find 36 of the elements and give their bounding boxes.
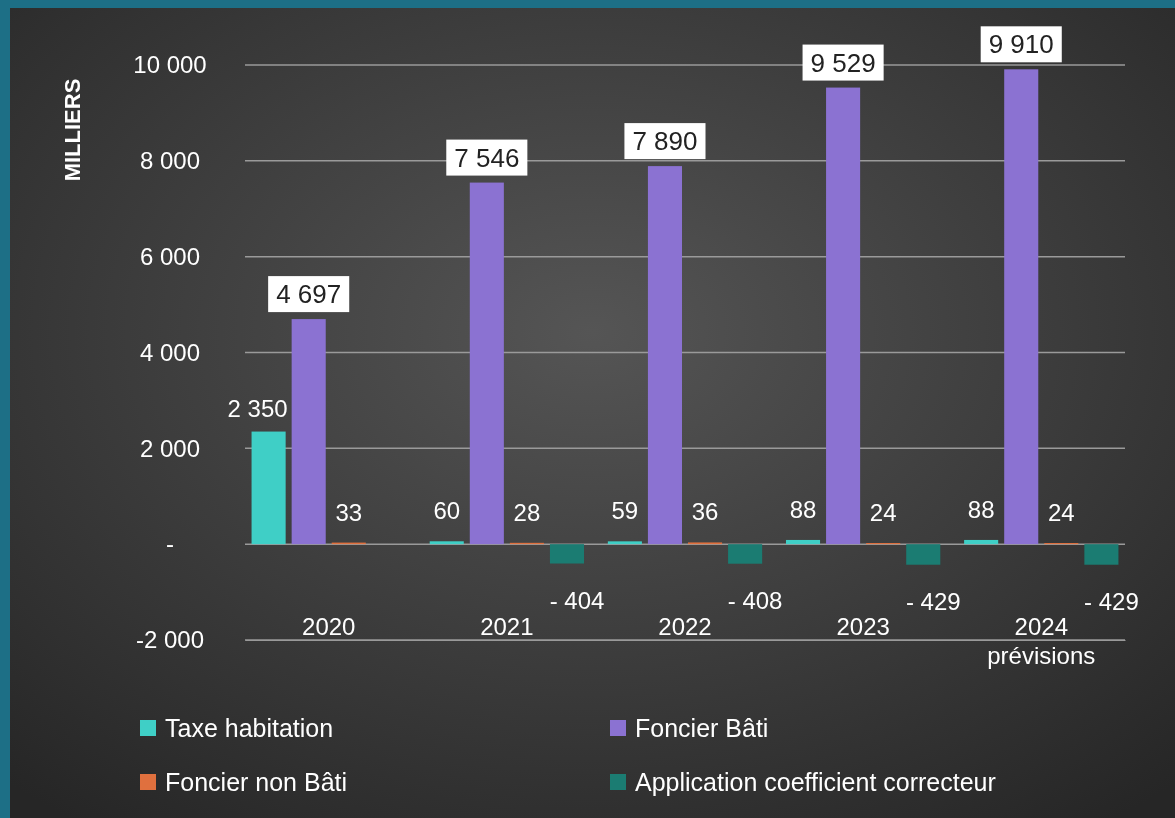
data-label: 60 [433,497,461,525]
x-tick-label: 2024 prévisions [987,613,1096,669]
data-label: - 429 [1084,587,1139,615]
data-label: 33 [335,498,363,526]
data-label: - 404 [549,586,605,614]
data-label: - 429 [905,587,961,615]
data-label: 7 890 [632,126,698,157]
y-tick-label: 2 000 [139,434,201,462]
data-label: 88 [789,495,817,523]
y-tick-label: 6 000 [139,242,201,270]
data-label: 28 [513,498,541,526]
y-tick-label: 10 000 [133,51,207,79]
y-tick-label: 8 000 [139,147,201,175]
data-label: 4 697 [276,279,342,310]
y-tick-label: - [166,530,174,558]
legend-label: Taxe habitation [165,714,334,742]
data-label: 88 [967,495,995,523]
data-label: 9 529 [810,47,876,78]
y-axis-title: MILLIERS [60,78,85,182]
legend-label: Foncier non Bâti [165,768,348,796]
x-tick-label: 2020 [302,613,356,641]
data-label: 9 910 [988,29,1054,60]
x-tick-label: 2022 [658,613,712,641]
data-label: 59 [611,497,639,525]
data-label: 2 350 [227,394,288,422]
legend-label: Foncier Bâti [635,714,769,742]
data-label: 36 [691,498,719,526]
legend-label: Application coefficient correcteur [635,768,996,796]
y-tick-label: -2 000 [135,626,205,654]
data-label: 7 546 [454,142,520,173]
y-tick-label: 4 000 [139,338,201,366]
x-tick-label: 2021 [480,613,534,641]
data-label: 24 [1047,499,1075,527]
x-tick-label: 2023 [836,613,890,641]
data-label: - 408 [727,586,783,614]
data-label: 24 [869,499,897,527]
